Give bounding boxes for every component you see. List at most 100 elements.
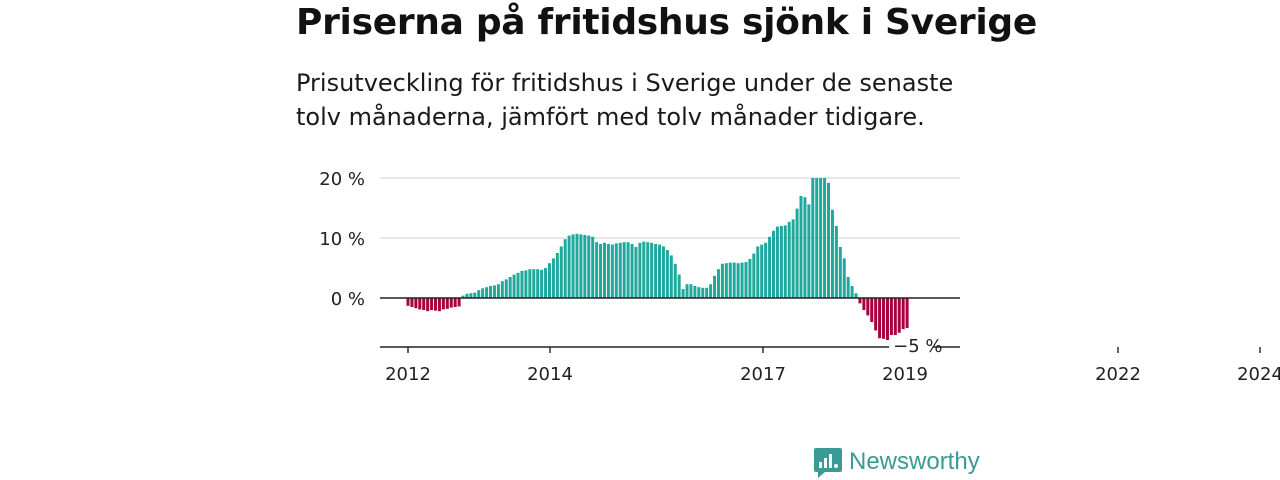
bar [437,298,441,312]
bar [827,182,831,298]
bar [756,246,760,298]
bar [544,268,548,298]
x-axis: 2012 2014 2017 2019 2022 2024 [380,346,1280,385]
bar [716,269,720,298]
bar [496,284,500,298]
bar [661,246,665,298]
bar [610,244,614,298]
bar [885,298,889,340]
bar [638,242,642,298]
chart-subtitle: Prisutveckling för fritidshus i Sverige … [296,69,954,131]
bar [504,279,508,298]
bar [866,298,870,316]
y-tick-label: 10 % [319,229,365,250]
bar [893,298,897,336]
bar [430,298,434,310]
bar [752,253,756,298]
bar [469,293,473,298]
bar [599,244,603,298]
bar [618,242,622,298]
bar [555,253,559,298]
bar [461,295,465,298]
bar [862,298,866,310]
bar [646,242,650,298]
bar [830,209,834,298]
bar [563,239,567,298]
bar [795,208,799,298]
bar [457,298,461,307]
x-tick-label: 2017 [740,364,786,385]
annotations: −5 % [889,335,942,357]
bar [441,298,445,310]
bar [583,235,587,298]
bar [473,292,477,298]
bar [677,274,681,298]
bar [740,262,744,298]
newsworthy-label: Newsworthy [849,448,980,475]
bar [807,204,811,298]
bar [418,298,422,310]
bar [477,290,481,298]
bar [508,277,512,298]
bar [603,242,606,298]
bars [406,178,909,340]
bar [524,270,528,298]
bar [889,298,893,338]
y-axis: 0 % 10 % 20 % [319,169,960,310]
bar [669,255,673,298]
bar [760,244,764,298]
bar [713,275,717,298]
bar [846,277,850,298]
bar [874,298,878,331]
bar [732,262,736,298]
bar [532,269,536,298]
bar [728,262,732,298]
bar [426,298,430,312]
y-tick-label: 0 % [331,289,365,310]
bar [858,298,862,304]
newsworthy-brand: Newsworthy [813,446,980,478]
bar [658,244,662,298]
y-tick-label: 20 % [319,169,365,190]
x-tick-label: 2019 [882,364,928,385]
bar [768,236,772,298]
bar [489,286,493,298]
bar [536,269,540,298]
bar [453,298,457,307]
bar [901,298,905,330]
bar [654,244,658,298]
bar [779,226,783,298]
bar [587,235,591,298]
bar [705,287,709,298]
bar [838,247,842,298]
bar [528,269,532,298]
bar [681,289,685,298]
bar [650,242,654,298]
bar [512,274,516,298]
bar [748,259,752,298]
bar [897,298,901,333]
bar [878,298,882,339]
bar [823,178,827,298]
bar [606,244,610,298]
bar [744,262,748,298]
bar [579,234,583,298]
bar [434,298,438,311]
bar [665,250,669,298]
bar [819,178,823,298]
bar [850,286,854,298]
bar [630,244,634,298]
bar [485,287,489,298]
bar [575,233,579,298]
bar [520,271,524,298]
last-value-label: −5 % [893,336,942,357]
x-tick-label: 2024 [1237,364,1280,385]
bar [614,243,618,298]
chart-title: Priserna på fritidshus sjönk i Sverige [296,2,1038,43]
bar [595,242,599,298]
newsworthy-logo-icon [814,448,842,478]
bar [775,226,779,298]
bar [842,258,846,298]
bar [697,287,701,298]
